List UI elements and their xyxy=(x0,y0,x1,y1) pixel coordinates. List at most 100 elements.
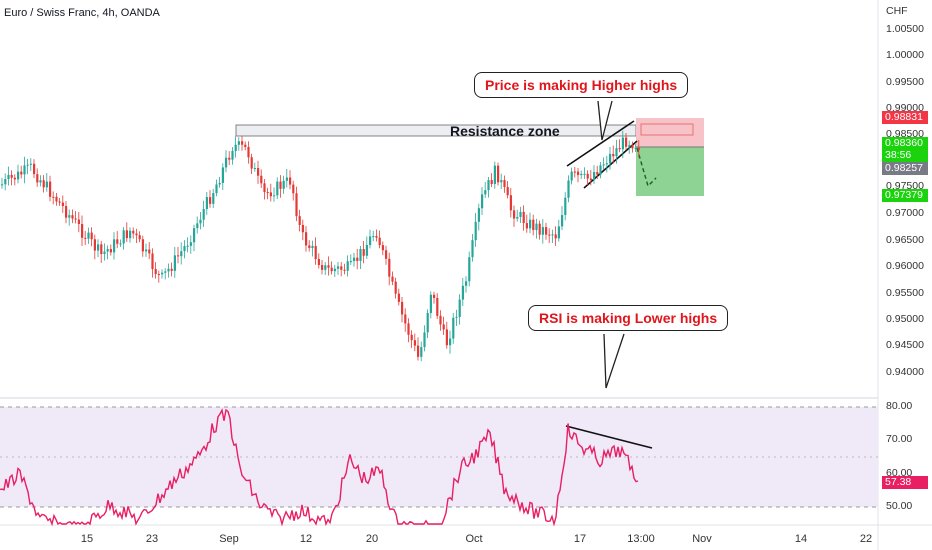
price-callout-pointer xyxy=(597,100,613,141)
candle-body xyxy=(577,171,580,176)
candle-body xyxy=(68,215,71,218)
candle-body xyxy=(429,294,432,314)
candle-body xyxy=(618,148,621,150)
candle-body xyxy=(497,165,500,183)
candle-body xyxy=(589,178,592,180)
candle-body xyxy=(580,173,583,176)
candle-body xyxy=(423,332,426,348)
candle-body xyxy=(365,244,368,256)
time-tick-label: 13:00 xyxy=(627,533,655,545)
candle-body xyxy=(20,171,23,175)
candle-body xyxy=(97,244,100,251)
candle-body xyxy=(522,211,525,224)
candle-body xyxy=(116,239,119,244)
candle-body xyxy=(298,216,301,225)
candle-body xyxy=(548,234,551,236)
candle-body xyxy=(343,269,346,271)
candle-body xyxy=(125,230,128,239)
candle-body xyxy=(84,237,87,239)
candle-body xyxy=(145,249,148,252)
price-tick-label: 0.95000 xyxy=(886,313,924,325)
candle-body xyxy=(321,265,324,270)
candle-body xyxy=(273,195,276,197)
candle-body xyxy=(282,180,285,189)
candle-body xyxy=(458,299,461,317)
stop-price-tag: 0.98831 xyxy=(882,111,928,124)
candle-body xyxy=(231,151,234,160)
rsi-value-tag: 57.38 xyxy=(882,476,928,489)
candle-body xyxy=(135,233,138,236)
candle-body xyxy=(375,236,378,238)
resistance-label: Resistance zone xyxy=(450,123,560,139)
time-tick-label: Sep xyxy=(219,533,239,545)
candle-body xyxy=(340,266,343,270)
candle-body xyxy=(218,182,221,185)
rsi-tick-label: 70.00 xyxy=(886,433,913,445)
candle-body xyxy=(93,239,96,251)
candle-body xyxy=(212,193,215,204)
price-tick-label: 0.96500 xyxy=(886,234,924,246)
candle-body xyxy=(471,240,474,258)
candle-body xyxy=(266,192,269,194)
candle-body xyxy=(36,174,39,183)
candle-body xyxy=(234,144,237,152)
candle-body xyxy=(410,334,413,341)
candle-body xyxy=(23,165,26,175)
candle-body xyxy=(615,148,618,157)
candle-body xyxy=(4,179,7,185)
candle-body xyxy=(468,257,471,282)
candle-body xyxy=(113,239,116,253)
candle-body xyxy=(196,223,199,229)
candle-body xyxy=(564,197,567,216)
candle-body xyxy=(119,243,122,245)
candle-body xyxy=(180,251,183,257)
candle-body xyxy=(109,249,112,253)
candle-body xyxy=(241,141,244,145)
candle-body xyxy=(103,251,106,255)
time-tick-label: 22 xyxy=(859,533,873,545)
wedge-lower xyxy=(583,140,638,189)
candle-body xyxy=(436,297,439,316)
candle-body xyxy=(77,219,80,225)
candle-body xyxy=(519,211,522,217)
price-tick-label: 0.96000 xyxy=(886,260,924,272)
stop-zone xyxy=(636,118,704,147)
target-zone xyxy=(636,147,704,196)
candle-body xyxy=(378,237,381,246)
candle-body xyxy=(570,171,573,181)
price-tick-label: 0.97000 xyxy=(886,207,924,219)
candle-body xyxy=(362,249,365,256)
candle-body xyxy=(426,313,429,333)
rsi-callout[interactable]: RSI is making Lower highs xyxy=(528,305,729,331)
price-tick-label: 0.94000 xyxy=(886,366,924,378)
candle-body xyxy=(493,165,496,184)
candle-body xyxy=(49,181,52,197)
resistance-zone xyxy=(235,124,637,137)
candle-body xyxy=(503,180,506,188)
candle-body xyxy=(42,180,45,188)
price-callout[interactable]: Price is making Higher highs xyxy=(474,72,689,98)
candle-body xyxy=(301,224,304,233)
candle-body xyxy=(605,163,608,165)
candle-body xyxy=(305,232,308,246)
candle-body xyxy=(381,245,384,251)
candle-body xyxy=(106,249,109,252)
candle-body xyxy=(58,201,61,203)
price-tick-label: 0.95500 xyxy=(886,287,924,299)
candle-body xyxy=(10,174,13,178)
time-tick-label: 14 xyxy=(794,533,808,545)
candle-body xyxy=(221,167,224,183)
candle-body xyxy=(583,173,586,175)
candle-body xyxy=(484,190,487,195)
candle-body xyxy=(337,266,340,269)
candle-body xyxy=(369,236,372,245)
candle-body xyxy=(215,184,218,194)
candle-body xyxy=(433,294,436,298)
candle-body xyxy=(394,281,397,294)
candle-body xyxy=(481,194,484,209)
candle-body xyxy=(151,253,154,270)
candle-body xyxy=(122,230,125,244)
candle-body xyxy=(529,219,532,229)
candle-body xyxy=(154,269,157,275)
